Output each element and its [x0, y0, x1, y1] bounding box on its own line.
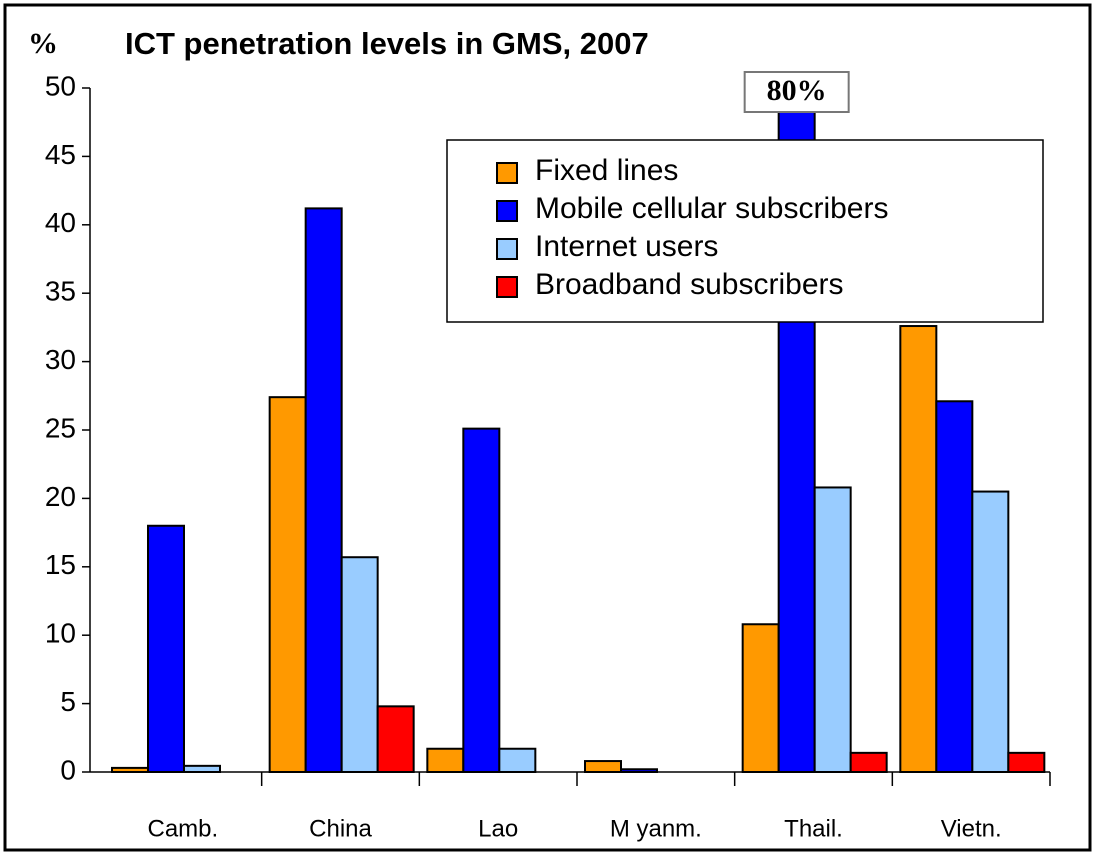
- legend-label: Fixed lines: [535, 154, 678, 187]
- legend-label: Internet users: [535, 230, 718, 263]
- bar: [813, 486, 852, 773]
- bar: [183, 764, 221, 773]
- bar: [340, 556, 379, 773]
- bar: [498, 747, 537, 774]
- bar: [849, 751, 888, 774]
- x-tick-label: Vietn.: [941, 815, 1002, 842]
- bar: [462, 427, 501, 773]
- bar: [899, 325, 938, 773]
- y-tick-label: 15: [45, 549, 76, 580]
- y-tick-label: 30: [45, 344, 76, 375]
- x-tick-label: Thail.: [784, 815, 843, 842]
- legend-swatch: [496, 276, 518, 298]
- value-label-box: [743, 71, 850, 113]
- bar: [304, 207, 343, 774]
- legend-label: Mobile cellular subscribers: [535, 192, 888, 225]
- bar: [376, 705, 415, 773]
- legend-swatch: [496, 200, 518, 222]
- legend-swatch: [496, 238, 518, 260]
- x-tick-label: China: [309, 815, 372, 842]
- legend-swatch: [496, 162, 518, 184]
- y-tick-label: 40: [45, 207, 76, 238]
- legend-label: Broadband subscribers: [535, 268, 844, 301]
- bar: [1007, 751, 1046, 774]
- x-tick-label: Camb.: [147, 815, 218, 842]
- y-tick-label: 10: [45, 618, 76, 649]
- bar: [971, 490, 1010, 773]
- bar: [741, 623, 780, 773]
- y-axis-label: %: [28, 27, 58, 60]
- bar: [426, 747, 465, 774]
- y-tick-label: 0: [60, 754, 76, 785]
- y-tick-label: 5: [60, 686, 76, 717]
- value-label: 80%: [767, 74, 827, 107]
- chart-title: ICT penetration levels in GMS, 2007: [125, 26, 649, 61]
- bar: [584, 760, 622, 774]
- x-tick-label: M yanm.: [610, 815, 702, 842]
- y-tick-label: 45: [45, 139, 76, 170]
- bar: [268, 396, 307, 773]
- y-tick-label: 25: [45, 412, 76, 443]
- bar: [147, 524, 185, 774]
- bar: [935, 400, 974, 773]
- y-tick-label: 20: [45, 481, 76, 512]
- x-tick-label: Lao: [478, 815, 518, 842]
- legend-box: [446, 139, 1044, 323]
- y-tick-label: 50: [45, 70, 76, 101]
- y-tick-label: 35: [45, 276, 76, 307]
